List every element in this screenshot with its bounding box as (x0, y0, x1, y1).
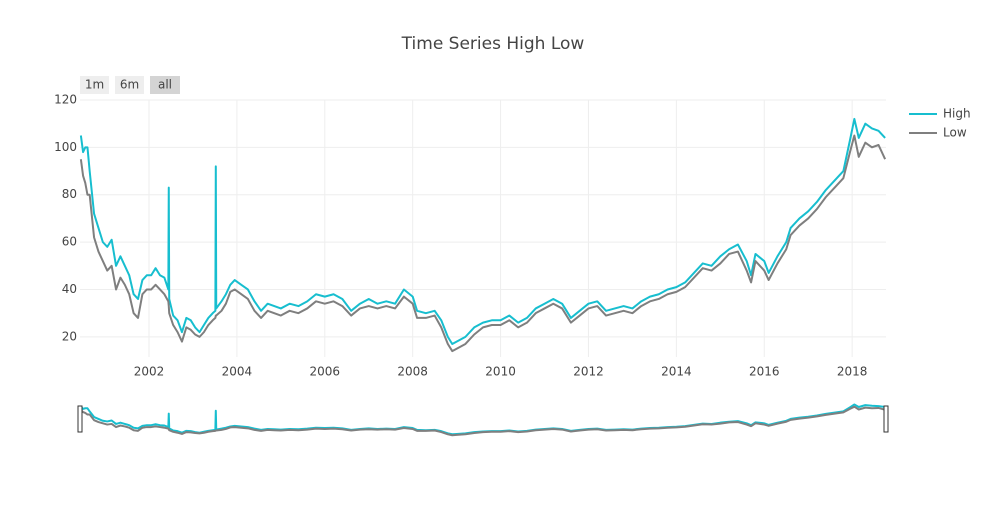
slider-line (80, 405, 886, 437)
range-slider (77, 400, 889, 438)
plot-area (79, 117, 887, 353)
x-tick-label: 2008 (397, 365, 428, 379)
x-tick-label: 2012 (573, 365, 604, 379)
legend: High Low (909, 107, 971, 140)
grid: 20 40 60 80 100 120 2002 2004 2006 2008 2010 2012 20… (54, 93, 886, 379)
slider-handle[interactable] (77, 405, 83, 433)
x-tick-label: 2014 (661, 365, 692, 379)
range-selector: 1m 6m all (80, 76, 180, 94)
y-tick-label: 20 (62, 329, 77, 343)
x-tick-label: 2018 (837, 365, 868, 379)
y-tick-label: 100 (54, 140, 77, 154)
x-tick-label: 2002 (134, 365, 165, 379)
range-button-label[interactable]: 6m (120, 78, 139, 92)
legend-label[interactable]: Low (943, 126, 967, 140)
y-tick-label: 120 (54, 93, 77, 107)
x-tick-label: 2016 (749, 365, 780, 379)
legend-label[interactable]: High (943, 107, 971, 121)
range-button-label[interactable]: 1m (85, 78, 104, 92)
chart-title: Time Series High Low (401, 34, 585, 54)
range-button[interactable] (80, 76, 109, 94)
y-tick-label: 40 (62, 282, 77, 296)
slider-handle[interactable] (883, 405, 889, 433)
y-tick-label: 60 (62, 235, 77, 249)
range-button-label[interactable]: all (158, 78, 172, 92)
range-button[interactable] (150, 76, 180, 94)
x-tick-label: 2006 (310, 365, 341, 379)
range-button[interactable] (115, 76, 144, 94)
series-line (79, 117, 886, 345)
x-tick-label: 2004 (222, 365, 253, 379)
series-line (79, 134, 887, 353)
y-tick-label: 80 (62, 187, 77, 201)
x-tick-label: 2010 (485, 365, 516, 379)
